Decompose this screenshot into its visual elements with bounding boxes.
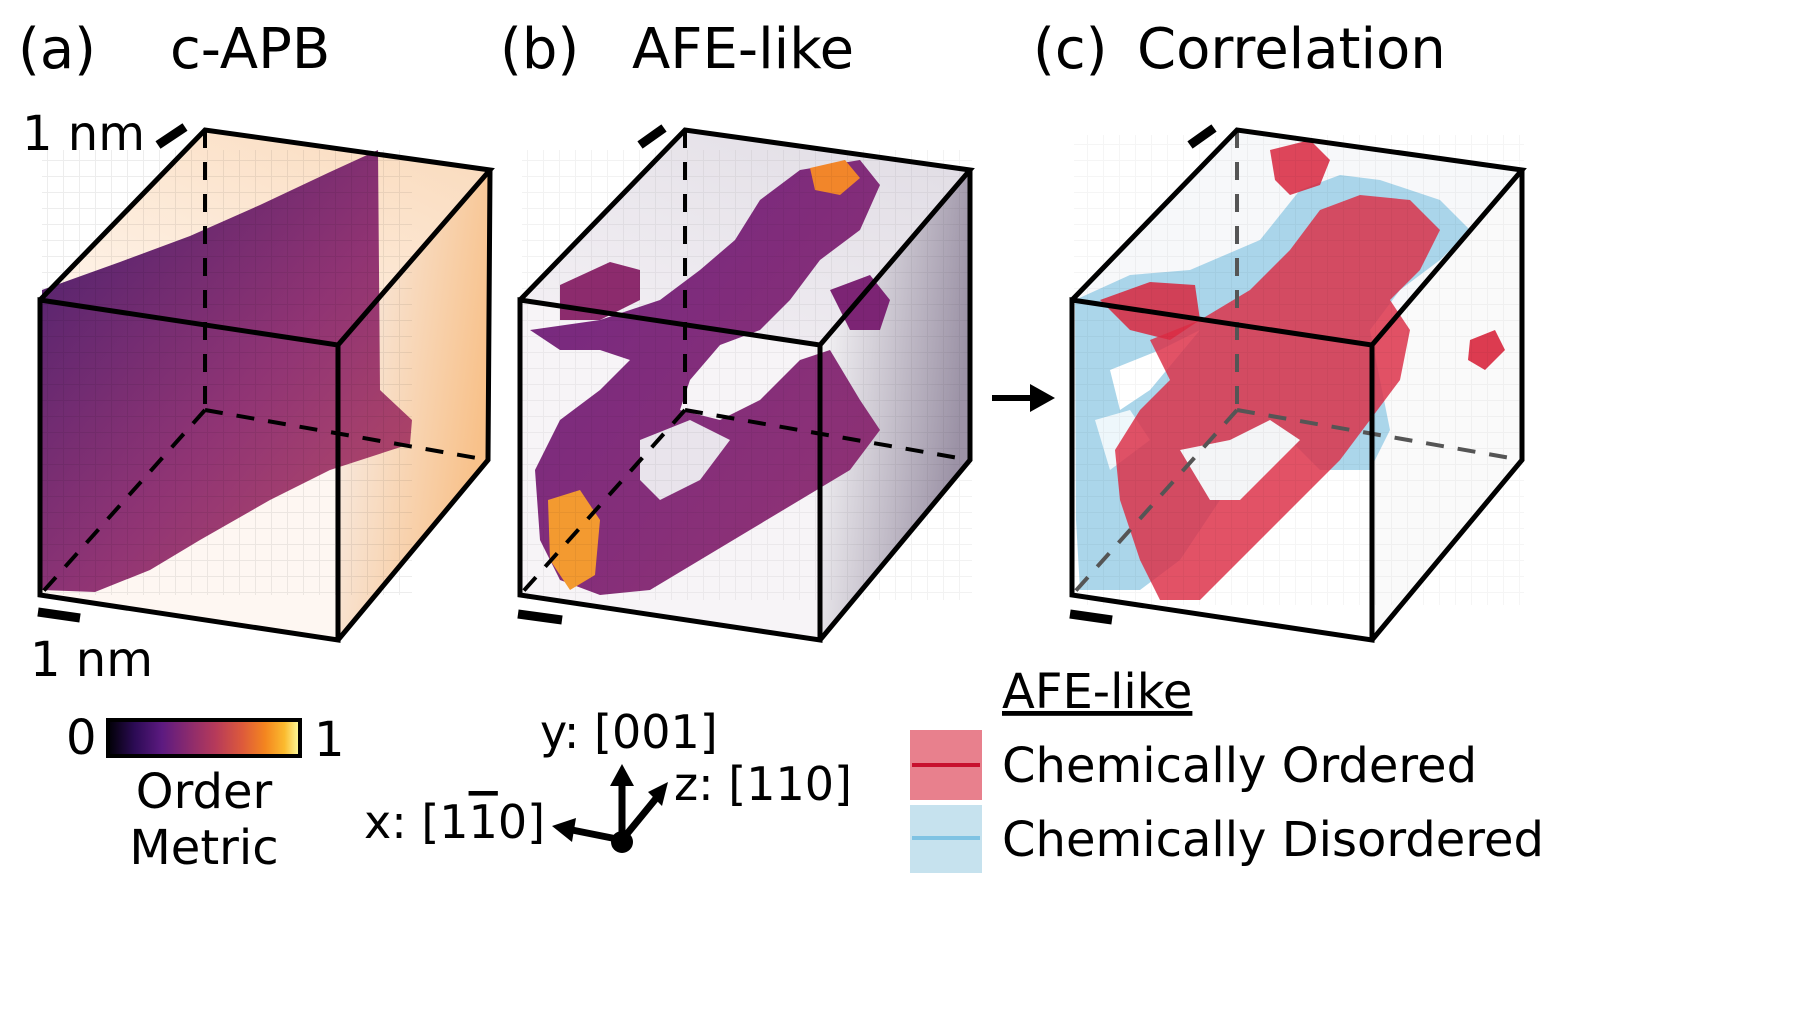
scale-bar-top-label: 1 nm xyxy=(22,106,145,162)
axis-z-label: z: [110] xyxy=(674,757,852,811)
scale-bar-c-top xyxy=(1187,124,1217,149)
legend-label-disordered: Chemically Disordered xyxy=(1002,812,1544,868)
panel-c-letter: (c) xyxy=(1033,17,1107,82)
axes-triad: y: [001] z: [110] x: [110] xyxy=(364,705,852,853)
panel-b-title: AFE-like xyxy=(632,17,854,82)
colorbar-gradient xyxy=(106,718,302,758)
panel-a-letter: (a) xyxy=(18,17,96,82)
panel-a-title: c-APB xyxy=(170,17,330,82)
legend-title: AFE-like xyxy=(1002,664,1192,720)
axis-x-label: x: [110] xyxy=(364,795,545,849)
cube-b xyxy=(517,127,975,643)
arrow-right-icon xyxy=(992,384,1055,412)
scale-bar-top xyxy=(155,123,188,149)
colorbar-label-line2: Metric xyxy=(129,820,278,876)
colorbar-max: 1 xyxy=(314,712,345,768)
colorbar-label-line1: Order xyxy=(136,764,273,820)
panel-b-letter: (b) xyxy=(500,17,579,82)
scale-bar-b-bottom xyxy=(517,609,563,625)
scale-bar-bottom xyxy=(37,607,81,623)
scale-bar-c-bottom xyxy=(1069,609,1113,625)
colorbar-min: 0 xyxy=(66,710,97,766)
colorbar: 0 1 Order Metric xyxy=(66,710,345,876)
scale-bar-bottom-label: 1 nm xyxy=(30,632,153,688)
axis-y-label: y: [001] xyxy=(540,705,718,759)
scale-bar-b-top xyxy=(637,124,667,149)
legend: AFE-like Chemically Ordered Chemically D… xyxy=(910,664,1544,873)
cube-c xyxy=(1069,127,1527,643)
panel-c-title: Correlation xyxy=(1137,17,1446,82)
cube-a xyxy=(37,127,495,643)
legend-label-ordered: Chemically Ordered xyxy=(1002,738,1477,794)
